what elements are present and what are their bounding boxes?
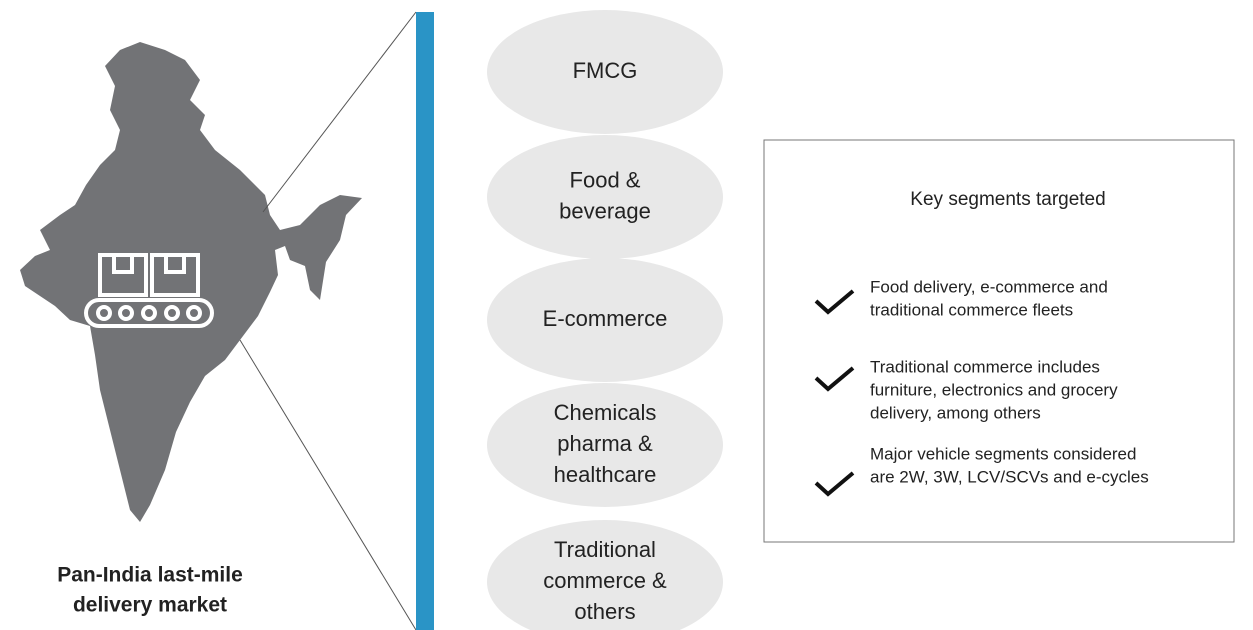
segment-label: healthcare (554, 462, 657, 487)
check-icon (814, 471, 855, 497)
segment-oval (487, 258, 723, 382)
segment-point: delivery, among others (870, 403, 1041, 422)
zoom-line (239, 339, 417, 630)
panel-title: Key segments targeted (910, 189, 1105, 210)
bar-label: Last-mile delivery (435, 239, 458, 403)
segment-point: Traditional commerce includes (870, 357, 1100, 376)
segment-label: beverage (559, 198, 651, 223)
segment-label: Food & (570, 167, 641, 192)
map-caption: Pan-India last-mile (57, 564, 243, 587)
conveyor-icon (84, 253, 214, 328)
segment-point: Major vehicle segments considered (870, 444, 1136, 463)
segment-label: pharma & (557, 431, 653, 456)
segment-oval (487, 383, 723, 507)
segments-panel (763, 139, 1235, 543)
segment-oval (487, 135, 723, 259)
segment-label: Chemicals (554, 400, 657, 425)
segment-label: others (574, 599, 635, 624)
segment-point: traditional commerce fleets (870, 300, 1073, 319)
segment-oval (487, 10, 723, 134)
segment-label: FMCG (573, 58, 638, 83)
segment-label: E-commerce (543, 306, 668, 331)
check-icon (814, 289, 855, 315)
map-caption: delivery market (73, 594, 227, 617)
india-map (20, 42, 362, 522)
segment-label: Traditional (554, 537, 656, 562)
check-icon (814, 366, 855, 392)
segment-label: commerce & (543, 568, 667, 593)
segment-point: are 2W, 3W, LCV/SCVs and e-cycles (870, 467, 1149, 486)
segment-point: Food delivery, e-commerce and (870, 277, 1108, 296)
segment-oval (487, 520, 723, 630)
delivery-bar (416, 12, 434, 630)
zoom-line (262, 11, 417, 213)
segment-point: furniture, electronics and grocery (870, 380, 1118, 399)
